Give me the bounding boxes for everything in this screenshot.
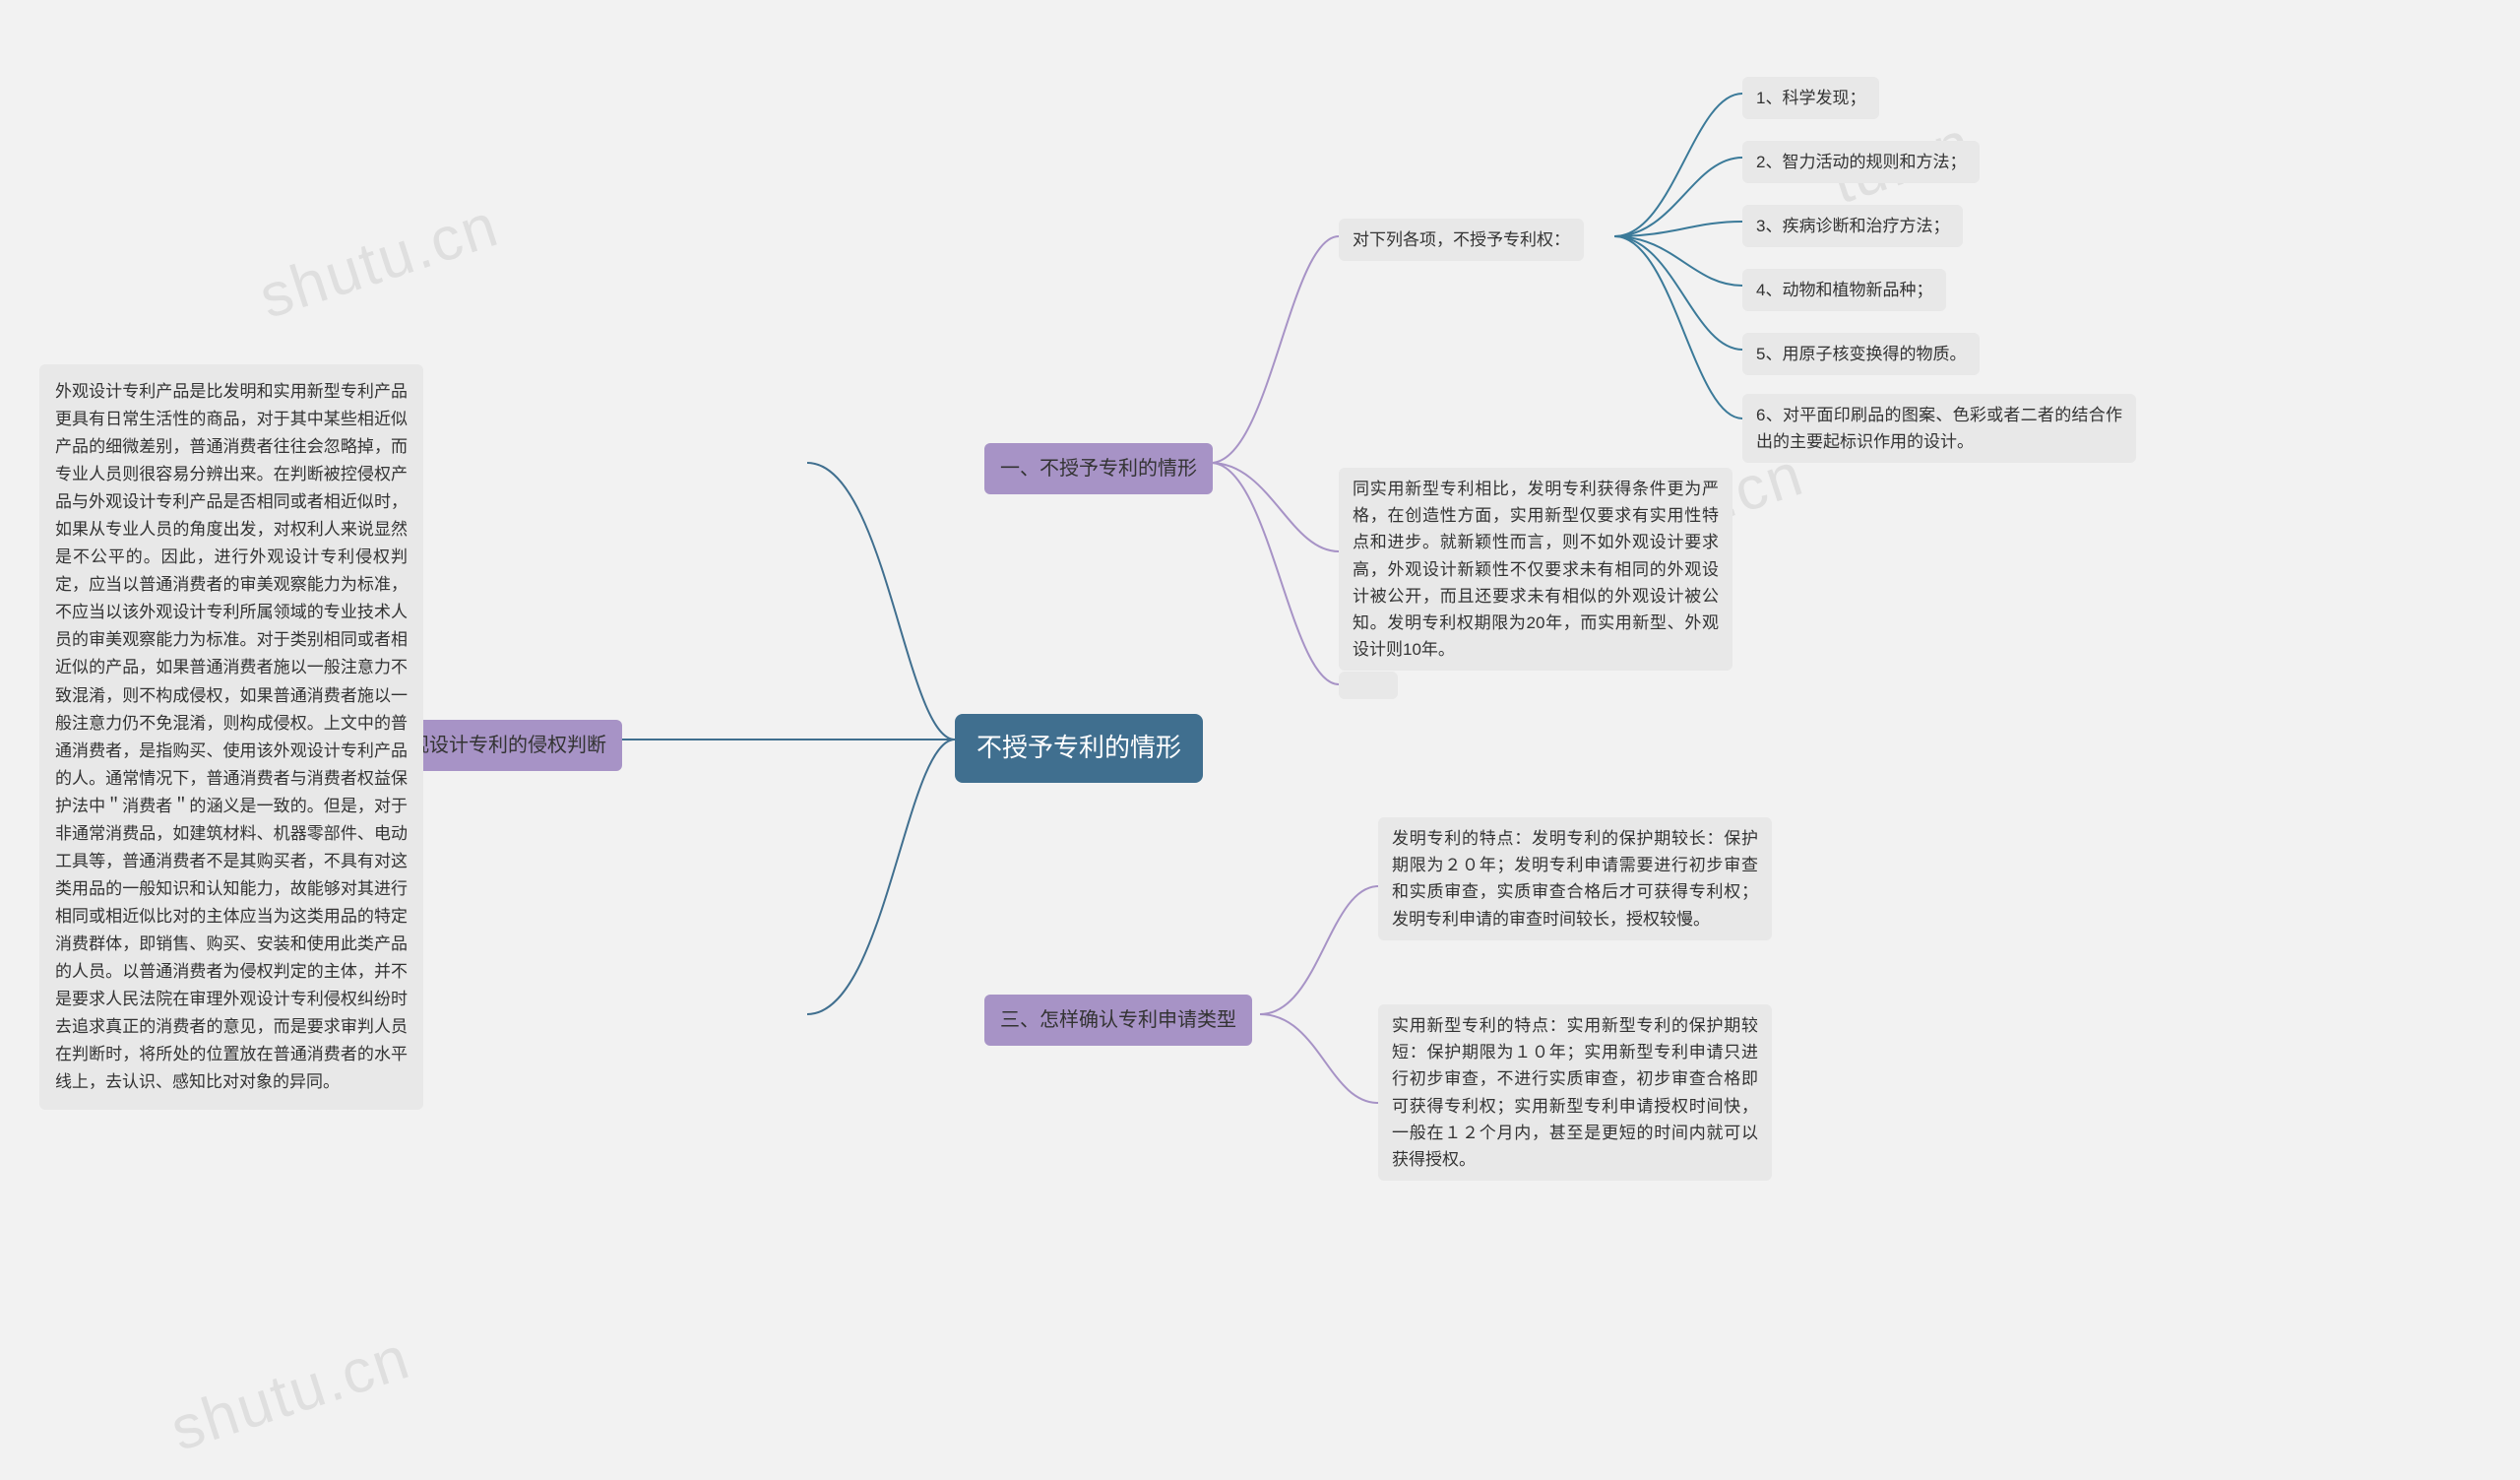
branch-3[interactable]: 三、怎样确认专利申请类型 (984, 995, 1252, 1046)
branch-1-sub[interactable]: 对下列各项，不授予专利权： (1339, 219, 1584, 261)
leaf-1-4-text: 4、动物和植物新品种； (1756, 281, 1932, 299)
leaf-1-6-text: 6、对平面印刷品的图案、色彩或者二者的结合作出的主要起标识作用的设计。 (1756, 406, 2122, 451)
root-label: 不授予专利的情形 (976, 733, 1181, 762)
branch-1-label: 一、不授予专利的情形 (1000, 458, 1197, 480)
leaf-1-6[interactable]: 6、对平面印刷品的图案、色彩或者二者的结合作出的主要起标识作用的设计。 (1742, 394, 2136, 463)
leaf-1-4[interactable]: 4、动物和植物新品种； (1742, 269, 1946, 311)
leaf-3-2-text: 实用新型专利的特点：实用新型专利的保护期较短：保护期限为１０年；实用新型专利申请… (1392, 1016, 1758, 1169)
root-node[interactable]: 不授予专利的情形 (955, 714, 1203, 783)
branch-1-note[interactable]: 同实用新型专利相比，发明专利获得条件更为严格，在创造性方面，实用新型仅要求有实用… (1339, 468, 1732, 671)
leaf-1-1[interactable]: 1、科学发现； (1742, 77, 1879, 119)
leaf-3-1[interactable]: 发明专利的特点：发明专利的保护期较长：保护期限为２０年；发明专利申请需要进行初步… (1378, 817, 1772, 940)
branch-1-sub-label: 对下列各项，不授予专利权： (1353, 230, 1570, 249)
leaf-3-1-text: 发明专利的特点：发明专利的保护期较长：保护期限为２０年；发明专利申请需要进行初步… (1392, 829, 1758, 929)
branch-2-text[interactable]: 外观设计专利产品是比发明和实用新型专利产品更具有日常生活性的商品，对于其中某些相… (39, 364, 423, 1110)
branch-1[interactable]: 一、不授予专利的情形 (984, 443, 1213, 494)
branch-3-label: 三、怎样确认专利申请类型 (1000, 1009, 1236, 1031)
leaf-1-5-text: 5、用原子核变换得的物质。 (1756, 345, 1966, 363)
leaf-1-3[interactable]: 3、疾病诊断和治疗方法； (1742, 205, 1963, 247)
branch-2-text-content: 外观设计专利产品是比发明和实用新型专利产品更具有日常生活性的商品，对于其中某些相… (55, 382, 408, 1091)
branch-1-empty[interactable] (1339, 672, 1398, 699)
leaf-1-2[interactable]: 2、智力活动的规则和方法； (1742, 141, 1980, 183)
leaf-3-2[interactable]: 实用新型专利的特点：实用新型专利的保护期较短：保护期限为１０年；实用新型专利申请… (1378, 1004, 1772, 1181)
leaf-1-3-text: 3、疾病诊断和治疗方法； (1756, 217, 1949, 235)
leaf-1-2-text: 2、智力活动的规则和方法； (1756, 153, 1966, 171)
watermark: shutu.cn (162, 1322, 418, 1465)
leaf-1-1-text: 1、科学发现； (1756, 89, 1865, 107)
branch-1-note-text: 同实用新型专利相比，发明专利获得条件更为严格，在创造性方面，实用新型仅要求有实用… (1353, 480, 1719, 659)
watermark: shutu.cn (251, 190, 507, 333)
leaf-1-5[interactable]: 5、用原子核变换得的物质。 (1742, 333, 1980, 375)
